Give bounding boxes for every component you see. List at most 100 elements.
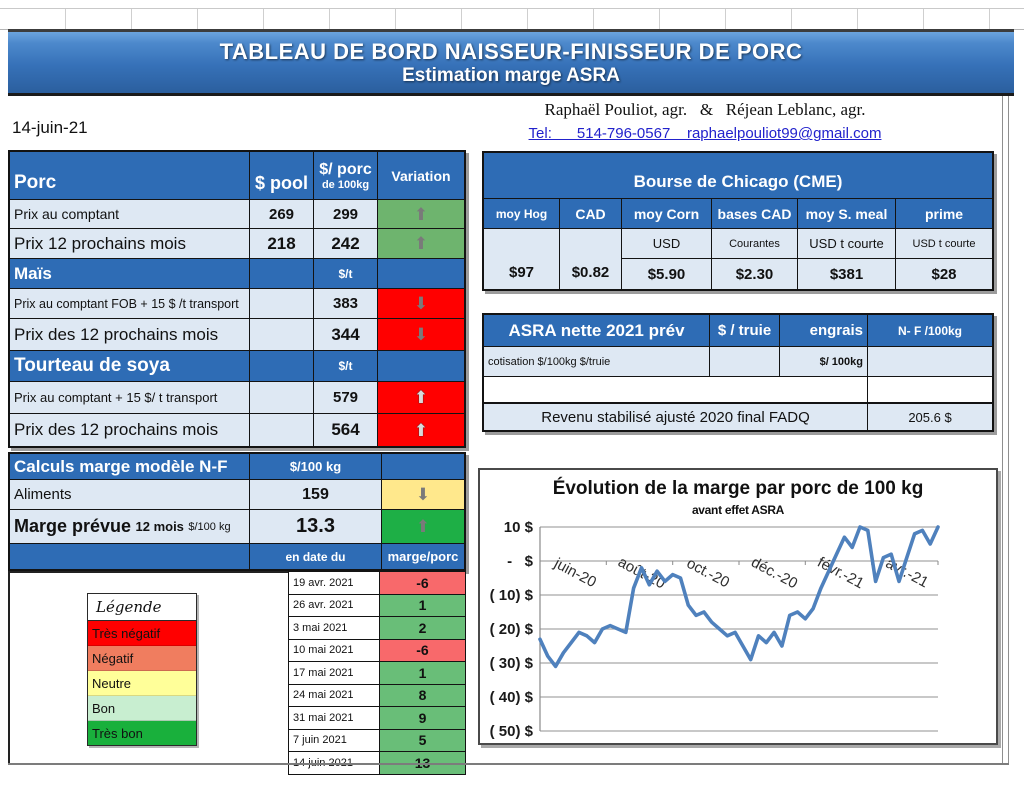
cme-value: $0.82 [560, 229, 622, 289]
table-row: 17 mai 2021 1 [289, 662, 465, 685]
engrais-unit: $/ 100kg [780, 347, 868, 376]
report-date: 14-juin-21 [12, 118, 88, 137]
cme-value: $28 [896, 259, 992, 289]
asra-table: ASRA nette 2021 prév $ / truie engrais N… [482, 313, 994, 432]
authors-line: Raphaël Pouliot, agr. & Réjean Leblanc, … [544, 100, 866, 119]
table-row: 3 mai 2021 2 [289, 617, 465, 640]
svg-text:oct.-20: oct.-20 [684, 555, 732, 592]
legend-item: Bon [88, 696, 196, 721]
chart-title: Évolution de la marge par porc de 100 kg [552, 478, 924, 499]
row-label: Prix des 12 prochains mois [10, 414, 250, 446]
date-col-header: en date du [250, 544, 382, 569]
down-arrow-icon: ⬇ [413, 325, 429, 344]
calc-margin-table: Calculs marge modèle N-F $/100 kg Alimen… [8, 452, 466, 571]
variation-header: Variation [378, 152, 464, 199]
col-header: moy Hog [484, 199, 560, 228]
row-label: Prix des 12 prochains mois [10, 319, 250, 350]
page-subtitle: Estimation marge ASRA [402, 64, 620, 86]
page-title: TABLEAU DE BORD NAISSEUR-FINISSEUR DE PO… [219, 38, 803, 64]
cme-value: $2.30 [712, 259, 797, 289]
soya-unit: $/t [314, 351, 378, 381]
cme-value: $97 [484, 229, 560, 289]
row-label: Prix 12 prochains mois [10, 229, 250, 258]
price-value: 344 [314, 319, 378, 350]
variation-cell: ⬆ [378, 414, 464, 446]
empty-spreadsheet-row [0, 8, 1024, 30]
per-pig-header: $/ porc de 100kg [314, 152, 378, 199]
contact-link[interactable]: Tel: 514-796-0567 raphaelpouliot99@gmail… [528, 125, 882, 142]
cme-unit: Courantes [712, 229, 797, 259]
svg-text:déc.-20: déc.-20 [748, 554, 800, 593]
svg-text:( 30) $: ( 30) $ [490, 655, 534, 672]
page-border-line [8, 763, 1009, 765]
table-row: 31 mai 2021 9 [289, 707, 465, 730]
up-arrow-icon: ⬆ [413, 388, 429, 407]
aliments-variation-cell: ⬇ [382, 480, 464, 509]
marge-variation-cell: ⬆ [382, 510, 464, 543]
col-header: bases CAD [712, 199, 798, 228]
legend-item: Très bon [88, 721, 196, 745]
page-border-line [1002, 96, 1003, 763]
revenu-label: Revenu stabilisé ajusté 2020 final FADQ [484, 404, 868, 430]
row-label: Prix au comptant FOB + 15 $ /t transport [10, 289, 250, 318]
down-arrow-icon: ⬇ [413, 294, 429, 313]
prices-table: Porc $ pool $/ porc de 100kg Variation P… [8, 150, 466, 448]
col-header: engrais [780, 315, 868, 346]
cme-unit: USD [622, 229, 711, 259]
svg-text:juin-20: juin-20 [551, 554, 600, 591]
row-label: Prix au comptant [10, 200, 250, 228]
legend-title: Légende [88, 594, 196, 621]
price-value: 579 [314, 382, 378, 413]
up-arrow-icon: ⬆ [413, 204, 429, 224]
revenu-value: 205.6 $ [868, 404, 992, 430]
col-header: moy S. meal [798, 199, 896, 228]
marge-col-header: marge/porc [382, 544, 464, 569]
title-banner: TABLEAU DE BORD NAISSEUR-FINISSEUR DE PO… [8, 29, 1014, 96]
variation-cell: ⬆ [378, 382, 464, 413]
table-row: 24 mai 2021 8 [289, 684, 465, 707]
legend-item: Très négatif [88, 621, 196, 646]
up-arrow-icon: ⬆ [413, 420, 429, 440]
variation-cell: ⬇ [378, 289, 464, 318]
variation-cell: ⬆ [378, 229, 464, 258]
col-header: N- F /100kg [868, 315, 992, 346]
pool-header: $ pool [250, 152, 314, 199]
cme-value: $5.90 [622, 259, 711, 289]
soya-section-header: Tourteau de soya [10, 351, 250, 381]
calc-header: Calculs marge modèle N-F [10, 454, 250, 479]
row-label: Prix au comptant + 15 $/ t transport [10, 382, 250, 413]
variation-cell: ⬆ [378, 200, 464, 228]
pool-value: 218 [250, 229, 314, 258]
up-arrow-icon: ⬆ [413, 234, 429, 253]
chart-subtitle: avant effet ASRA [691, 503, 785, 517]
down-arrow-icon: ⬇ [415, 485, 431, 504]
table-row: 26 avr. 2021 1 [289, 594, 465, 617]
col-header: $ / truie [710, 315, 780, 346]
col-header: prime [896, 199, 992, 228]
price-value: 564 [314, 414, 378, 446]
legend-item: Négatif [88, 646, 196, 671]
porc-header: Porc [10, 152, 250, 199]
legend-item: Neutre [88, 671, 196, 696]
variation-cell: ⬇ [378, 319, 464, 350]
margin-line-chart: 10 $ - $ ( 10) $ ( 20) $ ( 30) $ ( 40) $ ( 50)… [490, 519, 940, 740]
mais-unit: $/t [314, 259, 378, 288]
svg-text:( 40) $: ( 40) $ [490, 689, 534, 706]
cme-unit: USD t courte [896, 229, 992, 259]
mais-section-header: Maïs [10, 259, 250, 288]
cme-title: Bourse de Chicago (CME) [484, 153, 992, 198]
svg-text:( 10) $: ( 10) $ [490, 587, 534, 604]
price-value: 383 [314, 289, 378, 318]
cme-value: $381 [798, 259, 895, 289]
svg-text:( 50) $: ( 50) $ [490, 723, 534, 740]
svg-text:( 20) $: ( 20) $ [490, 621, 534, 638]
pool-value: 269 [250, 200, 314, 228]
legend-box: Légende Très négatif Négatif Neutre Bon … [87, 593, 197, 746]
calc-unit: $/100 kg [250, 454, 382, 479]
marge-value: 13.3 [250, 510, 382, 543]
marge-label: Marge prévue 12 mois $/100 kg [10, 510, 250, 543]
col-header: CAD [560, 199, 622, 228]
table-row: 7 juin 2021 5 [289, 729, 465, 752]
margin-history-table: 19 avr. 2021 -6 26 avr. 2021 1 3 mai 2021 2… [288, 571, 466, 775]
